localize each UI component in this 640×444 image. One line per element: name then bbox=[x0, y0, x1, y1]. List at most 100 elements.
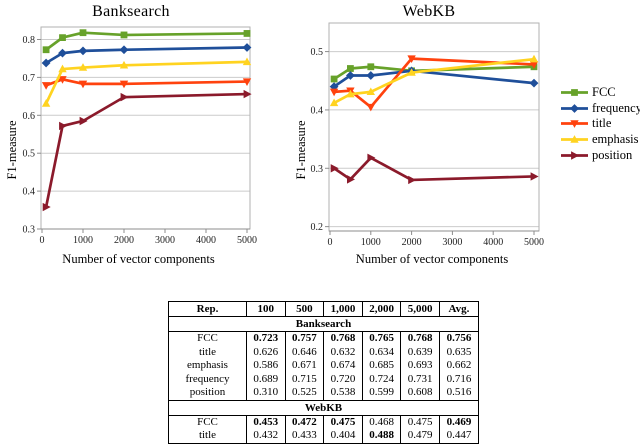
legend-item: frequency bbox=[560, 101, 640, 117]
series-emphasis bbox=[329, 54, 539, 107]
table-row-emphasis: emphasis 0.586 0.671 0.674 0.685 0.693 0.662 bbox=[169, 359, 479, 373]
row-label: frequency bbox=[185, 372, 230, 385]
table-cell: 0.720 bbox=[323, 372, 363, 386]
triangle-down-marker-icon bbox=[529, 61, 539, 69]
results-table: Rep. 100 500 1,000 2,000 5,000 Avg. Banksearch F… bbox=[168, 301, 479, 444]
legend-item: position bbox=[560, 147, 640, 163]
diamond-marker-icon bbox=[366, 71, 376, 80]
series-line-frequency bbox=[332, 69, 536, 88]
square-marker-icon bbox=[59, 34, 66, 42]
table-cell: 0.715 bbox=[284, 372, 324, 386]
banksearch-chart: 0 1000 2000 3000 4000 5000 0.3 0.4 0.5 0.6 0.7 0.8 bbox=[23, 26, 257, 246]
triangle-right-marker-icon bbox=[243, 89, 252, 99]
table-cell: 0.525 bbox=[284, 386, 324, 400]
legend-item-label: FCC bbox=[592, 85, 616, 100]
diamond-marker-icon bbox=[58, 48, 67, 58]
triangle-right-marker-icon bbox=[408, 175, 417, 185]
legend-item-label: title bbox=[592, 116, 612, 131]
legend-marker-square bbox=[561, 89, 588, 97]
series-position bbox=[42, 89, 252, 212]
y-tick-label: 0.3 bbox=[23, 225, 36, 236]
series-line-frequency bbox=[44, 46, 249, 65]
table-cell: 0.693 bbox=[400, 359, 440, 373]
table-cell: 0.479 bbox=[400, 429, 440, 443]
x-tick-label: 0 bbox=[328, 237, 333, 248]
triangle-right-marker-icon bbox=[120, 92, 129, 102]
square-marker-icon bbox=[79, 29, 87, 37]
table-row-frequency: frequency 0.689 0.715 0.720 0.724 0.731 0.716 bbox=[169, 372, 479, 386]
column-header: Avg. bbox=[438, 301, 479, 317]
table-cell: 0.475 bbox=[400, 415, 440, 429]
triangle-up-marker-icon bbox=[346, 89, 355, 98]
x-tick-label: 2000 bbox=[402, 237, 422, 248]
section-title: WebKB bbox=[168, 399, 479, 416]
y-tick-label: 0.5 bbox=[311, 47, 324, 58]
diamond-marker-icon bbox=[41, 58, 51, 68]
triangle-up-marker-icon bbox=[329, 98, 339, 107]
x-tick-label: 2000 bbox=[114, 235, 134, 246]
y-tick-label: 0.7 bbox=[23, 73, 36, 84]
x-axis-label-webkb: Number of vector components bbox=[355, 252, 509, 266]
legend-item: FCC bbox=[560, 85, 640, 101]
diamond-marker-icon bbox=[329, 82, 339, 91]
triangle-up-marker-icon bbox=[366, 87, 375, 96]
table-section-row-webkb: WebKB bbox=[168, 399, 479, 416]
table-cell: 0.586 bbox=[246, 359, 286, 373]
table-cell: 0.685 bbox=[361, 359, 401, 373]
table-cell: 0.433 bbox=[284, 429, 324, 443]
table-cell: 0.472 bbox=[284, 415, 324, 429]
table-cell: 0.634 bbox=[361, 345, 401, 359]
chart-title-webkb: WebKB bbox=[402, 3, 456, 20]
legend-item-label: emphasis bbox=[592, 132, 639, 147]
x-tick-label: 4000 bbox=[483, 237, 503, 248]
y-tick-label: 0.4 bbox=[311, 105, 324, 116]
diamond-marker-icon bbox=[78, 46, 88, 56]
table-cell: 0.432 bbox=[246, 429, 286, 443]
series-emphasis bbox=[41, 57, 252, 107]
triangle-right-marker-icon bbox=[530, 172, 539, 181]
table-row-title: title 0.626 0.646 0.632 0.634 0.639 0.635 bbox=[169, 345, 479, 359]
series-frequency bbox=[41, 43, 252, 68]
table-cell: 0.635 bbox=[438, 345, 479, 359]
row-label: FCC bbox=[197, 332, 218, 344]
legend-item: emphasis bbox=[560, 132, 640, 148]
series-line-title bbox=[332, 57, 536, 109]
table-cell: 0.768 bbox=[400, 331, 440, 346]
table-cell: 0.765 bbox=[361, 331, 401, 346]
square-marker-icon bbox=[42, 46, 50, 54]
column-header: 5,000 bbox=[400, 301, 440, 317]
row-label: title bbox=[198, 345, 217, 358]
row-label: emphasis bbox=[187, 359, 228, 371]
table-row-FCC: FCC 0.723 0.757 0.768 0.765 0.768 0.756 bbox=[169, 331, 479, 346]
triangle-down-marker-icon bbox=[58, 76, 67, 84]
legend-marker-diamond bbox=[561, 103, 588, 113]
square-marker-icon bbox=[243, 30, 251, 37]
column-header: 2,000 bbox=[361, 301, 401, 317]
triangle-down-marker-icon bbox=[242, 78, 252, 86]
row-label: title bbox=[198, 429, 217, 441]
table-cell: 0.538 bbox=[323, 386, 363, 400]
x-tick-label: 5000 bbox=[524, 237, 544, 248]
x-axis-label-banksearch: Number of vector components bbox=[62, 252, 215, 266]
column-header: 500 bbox=[284, 301, 324, 317]
row-label: position bbox=[189, 386, 226, 398]
table-cell: 0.404 bbox=[323, 429, 363, 443]
x-tick-label: 0 bbox=[40, 235, 45, 246]
series-position bbox=[330, 153, 539, 185]
chart-legend: FCC frequency title emphasis position bbox=[560, 85, 640, 163]
legend-item-label: position bbox=[592, 147, 633, 162]
square-marker-icon bbox=[120, 31, 128, 39]
series-line-title bbox=[44, 77, 249, 87]
triangle-right-marker-icon bbox=[330, 164, 339, 173]
triangle-right-marker-icon bbox=[42, 202, 51, 212]
triangle-down-marker-icon bbox=[407, 55, 416, 63]
triangle-right-marker-icon bbox=[59, 121, 68, 131]
x-tick-label: 3000 bbox=[442, 237, 462, 248]
table-header-row: Rep. 100 500 1,000 2,000 5,000 Avg. bbox=[168, 301, 479, 317]
plot-border bbox=[40, 26, 251, 230]
legend-item: title bbox=[560, 116, 640, 132]
triangle-up-marker-icon bbox=[119, 60, 129, 69]
table-cell: 0.516 bbox=[438, 386, 479, 400]
gridlines bbox=[329, 51, 539, 228]
triangle-down-marker-icon bbox=[366, 103, 375, 112]
